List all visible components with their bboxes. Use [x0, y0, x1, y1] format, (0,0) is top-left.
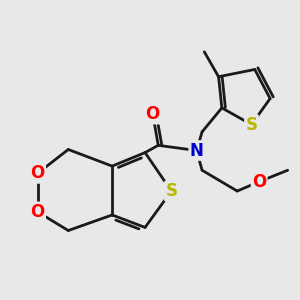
Text: O: O	[252, 173, 266, 191]
Text: O: O	[30, 164, 45, 182]
Text: S: S	[245, 116, 257, 134]
Text: S: S	[165, 182, 177, 200]
Text: O: O	[146, 105, 160, 123]
Text: O: O	[30, 203, 45, 221]
Text: N: N	[190, 142, 204, 160]
